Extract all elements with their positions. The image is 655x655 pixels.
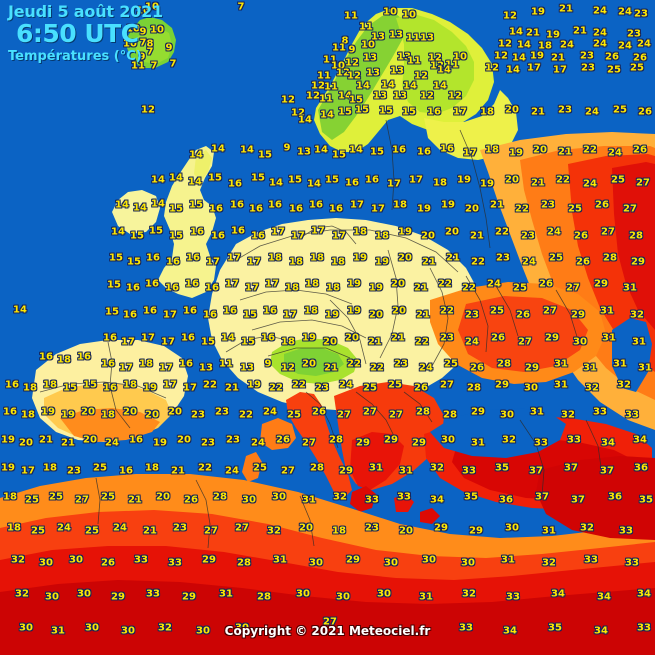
copyright-notice: Copyright © 2021 Meteociel.fr: [224, 624, 431, 638]
